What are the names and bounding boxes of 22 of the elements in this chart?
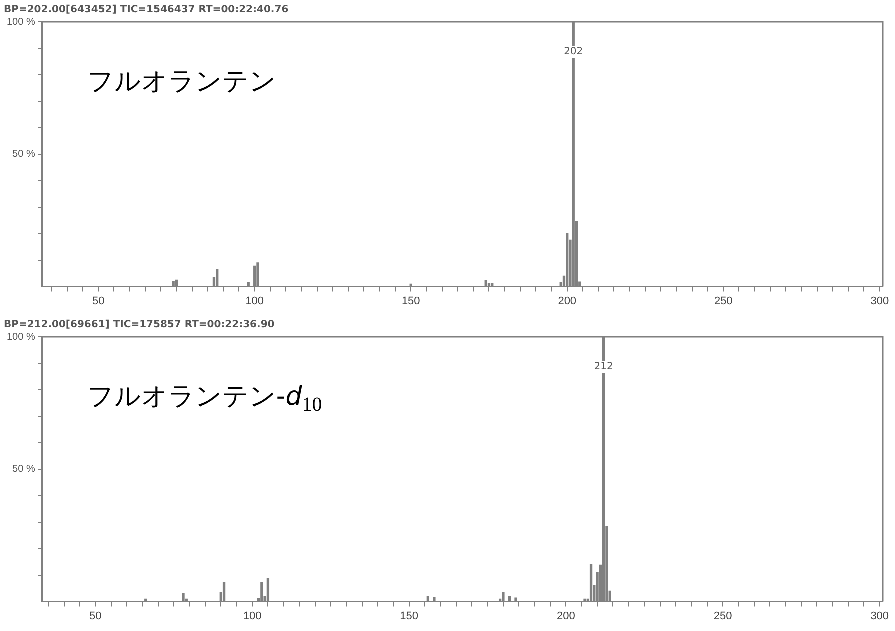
- y-tick-label: 100 %: [6, 332, 36, 343]
- annotation: フルオランテン-d$_{10}$: [87, 381, 322, 418]
- x-tick-label: 250: [714, 295, 733, 308]
- x-tick-label: 100: [246, 295, 264, 308]
- x-tick-label: 100: [243, 610, 262, 622]
- chart-title: BP=212.00[69661] TIC=175857 RT=00:22:36.90: [4, 320, 275, 331]
- x-tick-label: 50: [92, 295, 105, 308]
- y-tick-label: 50 %: [12, 464, 36, 476]
- x-tick-label: 200: [558, 295, 577, 308]
- x-tick-label: 200: [557, 610, 576, 622]
- x-tick-label: 150: [402, 295, 420, 308]
- annotation: 202: [564, 46, 584, 58]
- y-tick-label: 100 %: [6, 16, 36, 28]
- x-tick-label: 300: [870, 295, 890, 308]
- x-tick-label: 150: [400, 610, 419, 622]
- x-tick-label: 250: [714, 610, 732, 622]
- annotation: 212: [594, 362, 614, 373]
- annotation: フルオランテン: [87, 66, 276, 99]
- y-tick-label: 50 %: [12, 149, 36, 160]
- chart-title: BP=202.00[643452] TIC=1546437 RT=00:22:40.76: [4, 4, 289, 16]
- x-tick-label: 50: [90, 610, 102, 622]
- x-tick-label: 300: [870, 610, 890, 622]
